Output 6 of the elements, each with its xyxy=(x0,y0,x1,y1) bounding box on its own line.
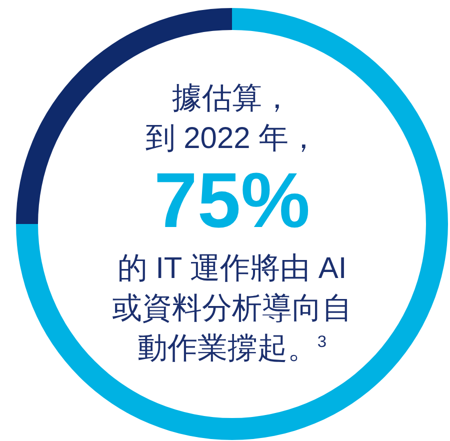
text: 動作業撐起。$^{3}$ xyxy=(136,331,328,367)
text: 到 2022 年， xyxy=(145,122,319,155)
text: 或資料分析導向自 xyxy=(111,291,353,327)
text: 據估算， xyxy=(171,81,293,117)
text: 75% xyxy=(152,156,312,244)
text: 的 IT 運作將由 AI xyxy=(116,251,348,287)
